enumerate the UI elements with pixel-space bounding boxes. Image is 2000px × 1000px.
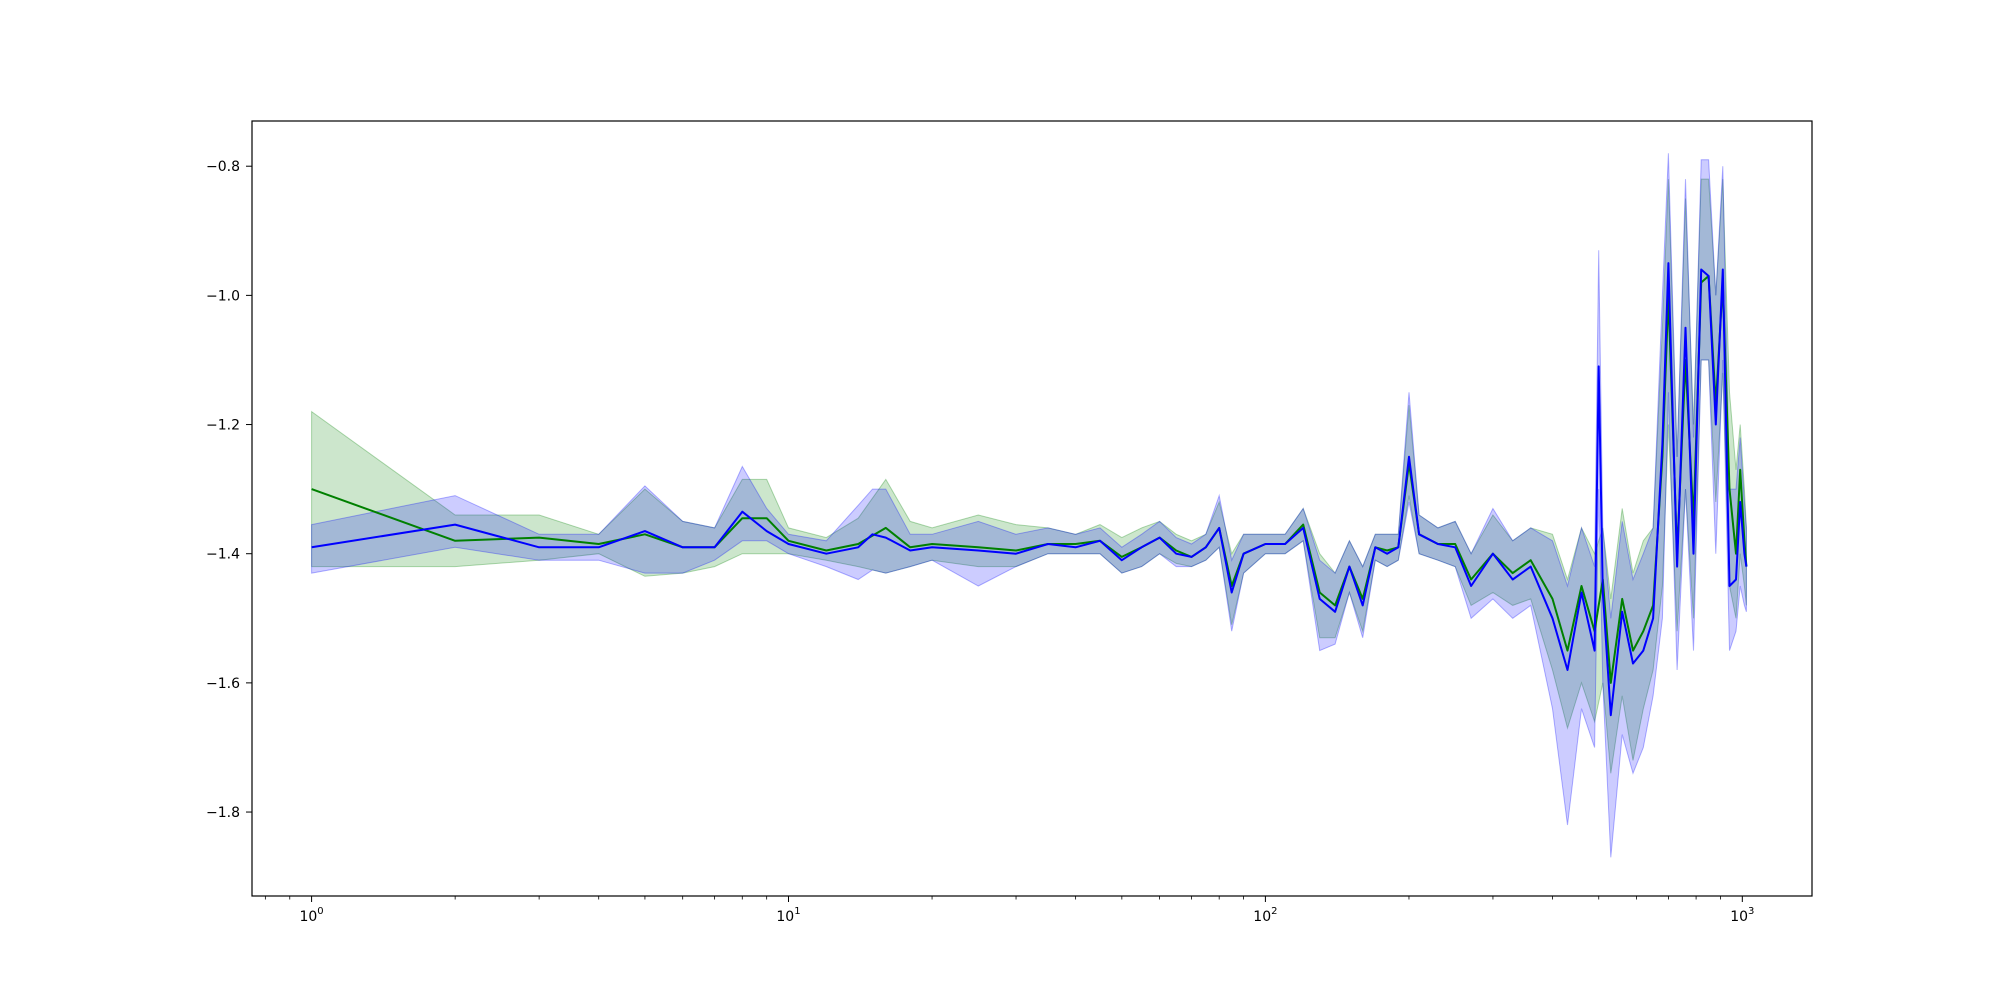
y-tick-label-5: −0.8: [206, 159, 240, 175]
y-tick-label-3: −1.2: [206, 418, 240, 434]
y-tick-label-1: −1.6: [206, 676, 240, 692]
y-axis: −1.8 −1.6 −1.4 −1.2 −1.0 −0.8: [206, 159, 252, 821]
x-tick-label-1: 101: [776, 906, 800, 925]
x-tick-label-3: 103: [1730, 906, 1754, 925]
x-tick-label-2: 102: [1253, 906, 1277, 925]
series-1-band: [311, 153, 1747, 858]
series-layer: [311, 153, 1748, 858]
y-tick-label-0: −1.8: [206, 805, 240, 821]
series-0-band: [311, 178, 1747, 774]
y-tick-label-4: −1.0: [206, 288, 240, 304]
y-tick-label-2: −1.4: [206, 547, 240, 563]
x-axis: 100 101 102 103: [264, 896, 1754, 925]
plot-frame: [251, 120, 1813, 897]
x-tick-label-0: 100: [299, 906, 323, 925]
series-1-line: [311, 262, 1748, 717]
